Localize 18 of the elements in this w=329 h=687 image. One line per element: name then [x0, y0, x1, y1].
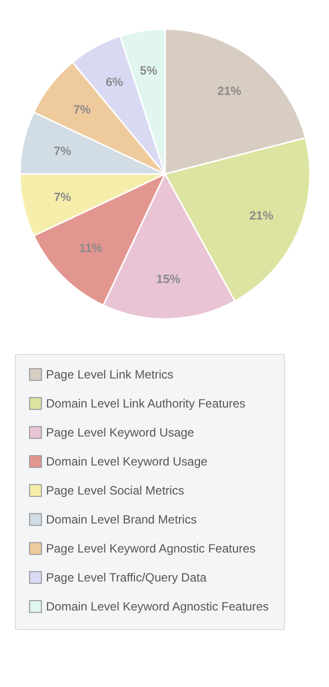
- data-label: 5%: [140, 63, 158, 78]
- legend-label: Domain Level Keyword Agnostic Features: [46, 600, 269, 614]
- data-label: 15%: [156, 272, 181, 286]
- legend-label: Page Level Link Metrics: [46, 368, 174, 382]
- data-label: 6%: [106, 74, 124, 89]
- legend-label: Page Level Social Metrics: [46, 484, 184, 498]
- data-label: 7%: [73, 102, 92, 117]
- data-label: 7%: [54, 190, 72, 204]
- legend-label: Page Level Keyword Agnostic Features: [46, 542, 256, 556]
- data-label: 11%: [79, 241, 103, 256]
- legend-label: Page Level Traffic/Query Data: [46, 570, 207, 584]
- data-label: 7%: [54, 144, 72, 158]
- data-label: 21%: [249, 208, 274, 223]
- legend-label: Domain Level Keyword Usage: [46, 454, 208, 468]
- legend-label: Domain Level Link Authority Features: [46, 396, 246, 410]
- legend-label: Page Level Keyword Usage: [46, 426, 194, 440]
- legend-label: Domain Level Brand Metrics: [46, 512, 197, 526]
- data-label: 21%: [217, 84, 242, 98]
